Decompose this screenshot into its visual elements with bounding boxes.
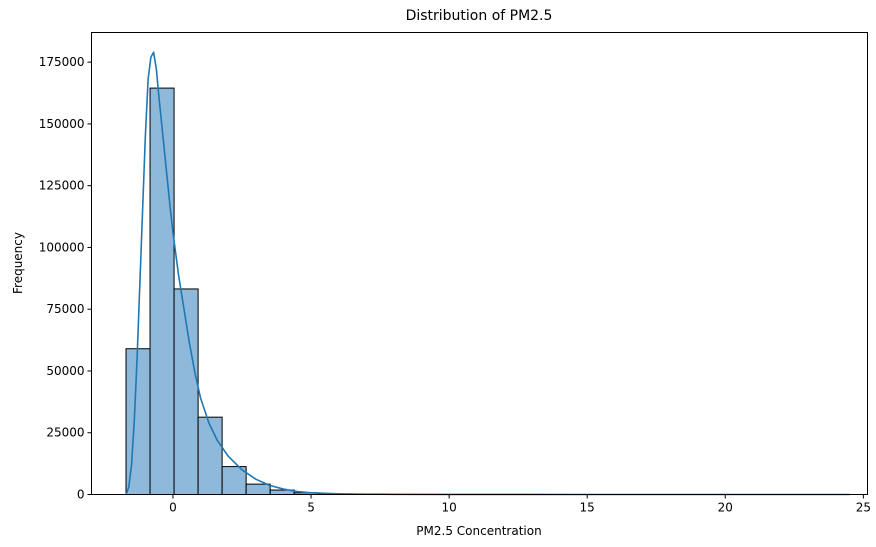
histogram-bar	[197, 416, 223, 496]
y-tick-label: 0	[77, 488, 85, 502]
plot-frame	[91, 32, 868, 495]
y-tick-label: 125000	[39, 179, 85, 193]
histogram-bar	[125, 348, 151, 495]
y-tick-label: 150000	[39, 117, 85, 131]
histogram-bar	[149, 87, 175, 496]
x-tick-label: 5	[307, 501, 315, 515]
x-tick-label: 10	[441, 501, 456, 515]
y-tick-label: 100000	[39, 240, 85, 254]
y-tick-label: 25000	[46, 426, 84, 440]
x-axis-ticks: 0 5 10 15 20 25	[169, 494, 871, 515]
y-tick-label: 175000	[39, 55, 85, 69]
kde-curve-group	[125, 51, 850, 496]
y-axis-ticks: 0 25000 50000 75000 100000 125000 150000 175000	[39, 55, 92, 502]
y-tick-label: 50000	[46, 364, 84, 378]
y-tick-label: 75000	[46, 302, 84, 316]
x-tick-label: 20	[718, 501, 733, 515]
kde-curve	[125, 51, 850, 496]
histogram-bar	[245, 483, 271, 496]
x-axis-label: PM2.5 Concentration	[416, 524, 541, 538]
x-tick-label: 15	[580, 501, 595, 515]
x-tick-label: 0	[169, 501, 177, 515]
chart-title: Distribution of PM2.5	[406, 8, 553, 24]
x-tick-label: 25	[856, 501, 871, 515]
y-axis-label: Frequency	[11, 232, 25, 294]
